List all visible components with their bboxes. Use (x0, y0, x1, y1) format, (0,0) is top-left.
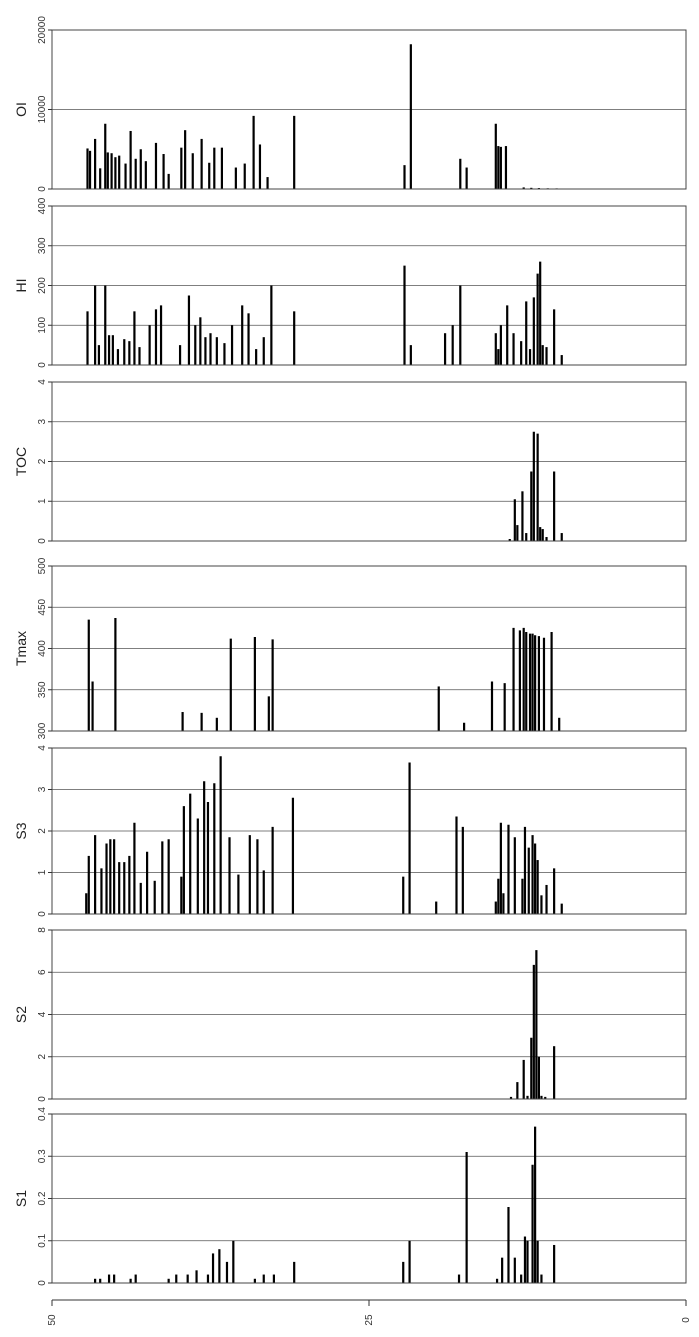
oi-y-tick-label: 10000 (37, 95, 48, 123)
toc-y-tick-label: 4 (37, 379, 48, 385)
x-tick-label: 25 (364, 1314, 375, 1326)
s1-y-tick-label: 0.3 (37, 1149, 48, 1163)
hi-y-tick-label: 300 (37, 237, 48, 254)
s3-y-tick-label: 2 (37, 828, 48, 834)
panel-tmax: 300 350 400 450 500 Tmax (13, 557, 687, 739)
tmax-y-tick-label: 300 (37, 722, 48, 739)
toc-y-tick-label: 3 (37, 419, 48, 425)
hi-y-tick-label: 200 (37, 277, 48, 294)
s3-y-tick-label: 1 (37, 869, 48, 875)
tmax-y-tick-label: 350 (37, 681, 48, 698)
s2-y-tick-label: 4 (37, 1011, 48, 1017)
oi-y-tick-label: 20000 (37, 16, 48, 44)
hi-y-tick-label: 100 (37, 316, 48, 333)
s2-y-axis-label: S2 (13, 1006, 29, 1023)
s3-y-axis-label: S3 (13, 822, 29, 839)
s1-y-axis-label: S1 (13, 1190, 29, 1207)
toc-y-axis-label: TOC (13, 447, 29, 476)
s1-y-tick-label: 0.1 (37, 1233, 48, 1247)
s3-y-tick-label: 3 (37, 786, 48, 792)
s1-y-tick-label: 0.4 (37, 1107, 48, 1121)
tmax-y-tick-label: 400 (37, 640, 48, 657)
s2-y-tick-label: 0 (37, 1096, 48, 1102)
tmax-y-axis-label: Tmax (13, 631, 29, 666)
s1-y-tick-label: 0.2 (37, 1191, 48, 1205)
x-tick-label: 50 (47, 1314, 58, 1326)
hi-y-tick-label: 400 (37, 197, 48, 214)
oi-y-tick-label: 0 (37, 186, 48, 192)
tmax-y-tick-label: 450 (37, 598, 48, 615)
tmax-y-tick-label: 500 (37, 557, 48, 574)
toc-y-tick-label: 1 (37, 498, 48, 504)
s2-y-tick-label: 2 (37, 1054, 48, 1060)
toc-y-tick-label: 2 (37, 458, 48, 464)
s3-y-tick-label: 0 (37, 911, 48, 917)
x-tick-label: 0 (681, 1317, 692, 1323)
chart-panels: 01000020000OI0100200300400HI01234TOC3003… (13, 16, 687, 1286)
panel-hi: 0 100 200 300 400 HI (13, 197, 687, 368)
toc-y-tick-label: 0 (37, 538, 48, 544)
s3-y-tick-label: 4 (37, 745, 48, 751)
s1-y-tick-label: 0 (37, 1280, 48, 1286)
s2-y-tick-label: 8 (37, 927, 48, 933)
s2-y-tick-label: 6 (37, 969, 48, 975)
panel-s1: 0 0.1 0.2 0.3 0.4 S1 (13, 1107, 687, 1286)
panel-oi: 0 10000 20000 OI (13, 16, 687, 192)
panel-s3: 0 1 2 3 4 S3 (13, 745, 687, 917)
hi-y-axis-label: HI (13, 279, 29, 293)
panel-toc: 0 1 2 3 4 TOC (13, 379, 687, 544)
panel-s2: 0 2 4 6 8 S2 (13, 927, 687, 1102)
oi-y-axis-label: OI (13, 102, 29, 117)
hi-y-tick-label: 0 (37, 362, 48, 368)
x-axis: 50 25 0 (47, 1299, 692, 1326)
